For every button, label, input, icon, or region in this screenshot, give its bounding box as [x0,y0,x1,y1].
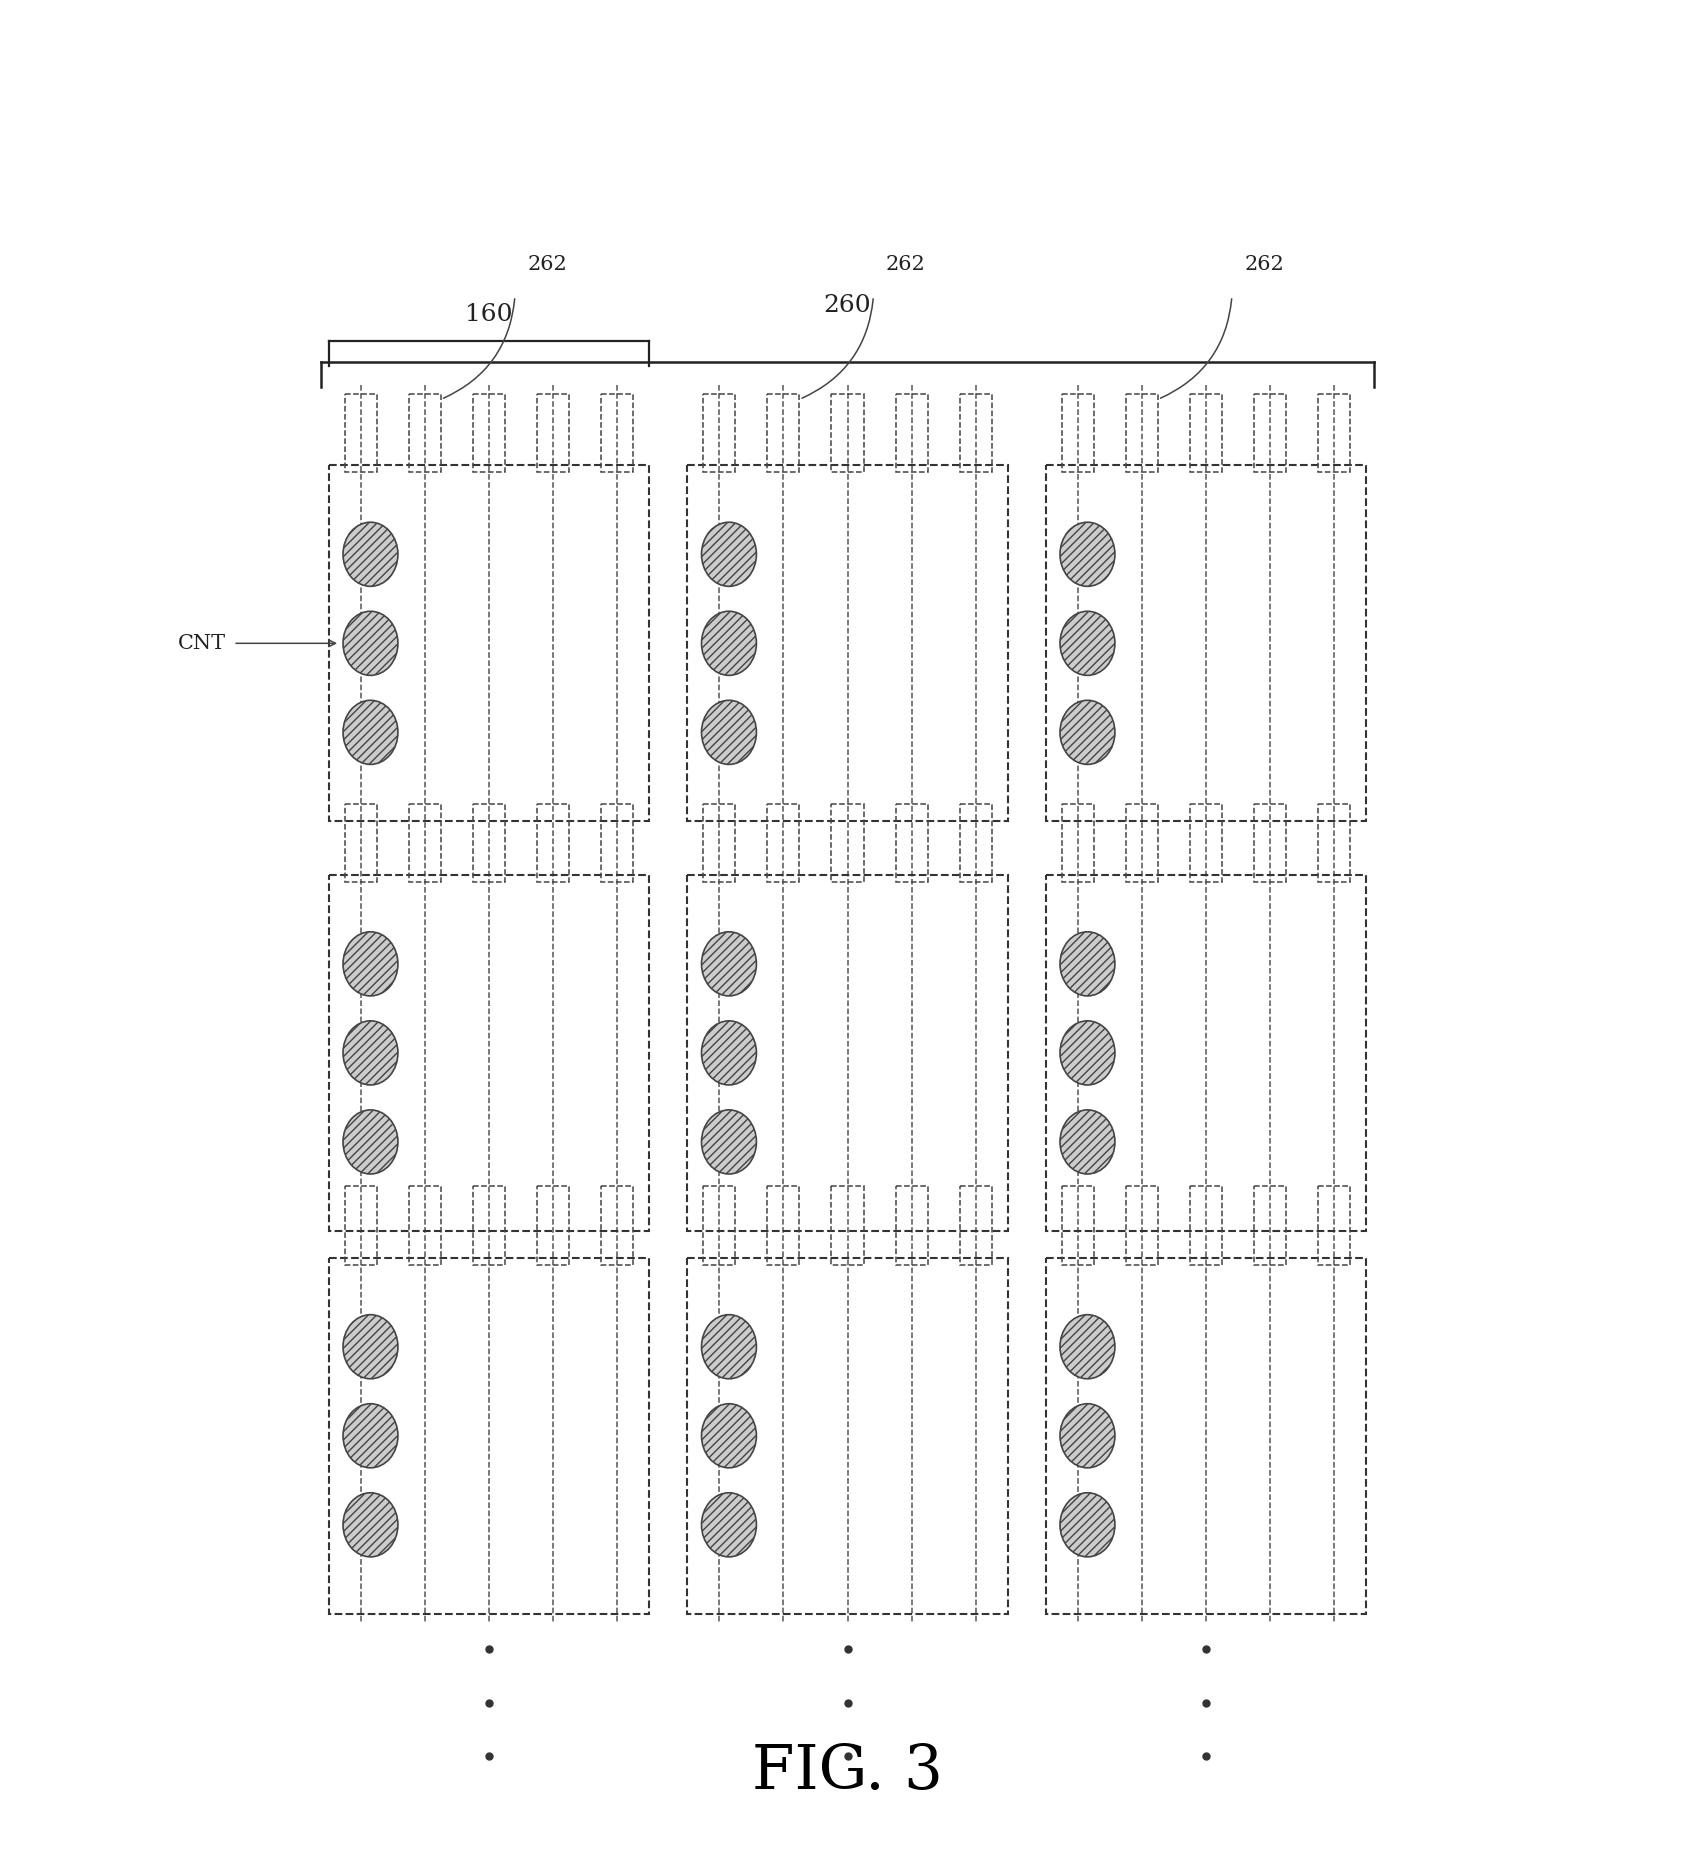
Bar [602,1187,634,1265]
Circle shape [342,1315,398,1378]
Bar [959,803,992,881]
Bar [703,1187,736,1265]
Circle shape [1059,523,1115,586]
Circle shape [1059,931,1115,996]
Circle shape [1059,1020,1115,1085]
Circle shape [342,931,398,996]
Bar [1046,466,1366,822]
Bar [344,1187,376,1265]
Circle shape [342,1493,398,1556]
Bar [703,803,736,881]
Bar [537,393,570,473]
Bar [1319,1187,1351,1265]
Bar [1046,876,1366,1232]
Circle shape [1059,612,1115,675]
Circle shape [702,1315,756,1378]
Bar [832,1187,863,1265]
Bar [344,803,376,881]
Bar [768,393,800,473]
Circle shape [702,701,756,764]
Bar [688,1258,1007,1614]
Bar [329,1258,649,1614]
Bar [959,393,992,473]
Text: FIG. 3: FIG. 3 [753,1742,942,1803]
Circle shape [702,1109,756,1174]
Text: 262: 262 [527,254,566,273]
Bar [1125,803,1158,881]
Circle shape [342,612,398,675]
Circle shape [702,1020,756,1085]
Bar [895,1187,927,1265]
Bar [408,1187,441,1265]
Circle shape [1059,1493,1115,1556]
Bar [703,393,736,473]
Bar [832,393,863,473]
Bar [768,803,800,881]
Bar [1061,1187,1093,1265]
Text: 260: 260 [824,295,871,317]
Text: 160: 160 [464,304,514,326]
Circle shape [1059,701,1115,764]
Bar [329,876,649,1232]
Text: 262: 262 [1244,254,1283,273]
Bar [1254,393,1287,473]
Bar [408,393,441,473]
Bar [602,393,634,473]
Bar [832,803,863,881]
Bar [1125,1187,1158,1265]
Bar [473,393,505,473]
Bar [537,803,570,881]
Bar [895,803,927,881]
Bar [768,1187,800,1265]
Circle shape [342,523,398,586]
Circle shape [702,1404,756,1467]
Circle shape [702,1493,756,1556]
Circle shape [702,931,756,996]
Circle shape [702,612,756,675]
Text: 262: 262 [885,254,925,273]
Bar [1190,803,1222,881]
Circle shape [342,1020,398,1085]
Circle shape [1059,1315,1115,1378]
Bar [602,803,634,881]
Circle shape [1059,1404,1115,1467]
Bar [1190,1187,1222,1265]
Circle shape [342,1109,398,1174]
Bar [1254,1187,1287,1265]
Circle shape [342,701,398,764]
Circle shape [1059,1109,1115,1174]
Bar [329,466,649,822]
Bar [473,1187,505,1265]
Circle shape [702,523,756,586]
Bar [895,393,927,473]
Bar [1190,393,1222,473]
Circle shape [342,1404,398,1467]
Text: CNT: CNT [178,634,225,653]
Bar [1125,393,1158,473]
Bar [1061,803,1093,881]
Bar [959,1187,992,1265]
Bar [473,803,505,881]
Bar [1046,1258,1366,1614]
Bar [1254,803,1287,881]
Bar [688,466,1007,822]
Bar [344,393,376,473]
Bar [537,1187,570,1265]
Bar [688,876,1007,1232]
Bar [1319,803,1351,881]
Bar [408,803,441,881]
Bar [1061,393,1093,473]
Bar [1319,393,1351,473]
